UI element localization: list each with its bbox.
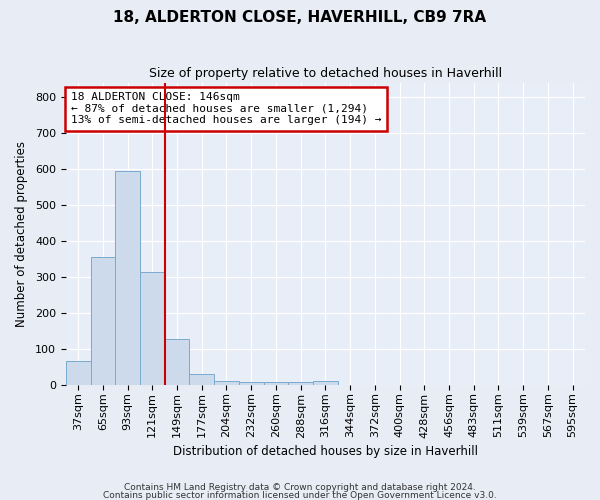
Bar <box>214 381 239 385</box>
Text: 18, ALDERTON CLOSE, HAVERHILL, CB9 7RA: 18, ALDERTON CLOSE, HAVERHILL, CB9 7RA <box>113 10 487 25</box>
Bar <box>164 339 190 385</box>
Y-axis label: Number of detached properties: Number of detached properties <box>15 141 28 327</box>
Bar <box>190 374 214 385</box>
Bar <box>263 382 289 385</box>
Bar <box>289 382 313 385</box>
Title: Size of property relative to detached houses in Haverhill: Size of property relative to detached ho… <box>149 68 502 80</box>
Bar <box>115 171 140 385</box>
Bar <box>91 258 115 385</box>
Text: Contains HM Land Registry data © Crown copyright and database right 2024.: Contains HM Land Registry data © Crown c… <box>124 484 476 492</box>
Bar <box>239 382 263 385</box>
Bar <box>140 272 164 385</box>
X-axis label: Distribution of detached houses by size in Haverhill: Distribution of detached houses by size … <box>173 444 478 458</box>
Text: Contains public sector information licensed under the Open Government Licence v3: Contains public sector information licen… <box>103 490 497 500</box>
Bar <box>313 381 338 385</box>
Bar <box>66 362 91 385</box>
Text: 18 ALDERTON CLOSE: 146sqm
← 87% of detached houses are smaller (1,294)
13% of se: 18 ALDERTON CLOSE: 146sqm ← 87% of detac… <box>71 92 382 126</box>
